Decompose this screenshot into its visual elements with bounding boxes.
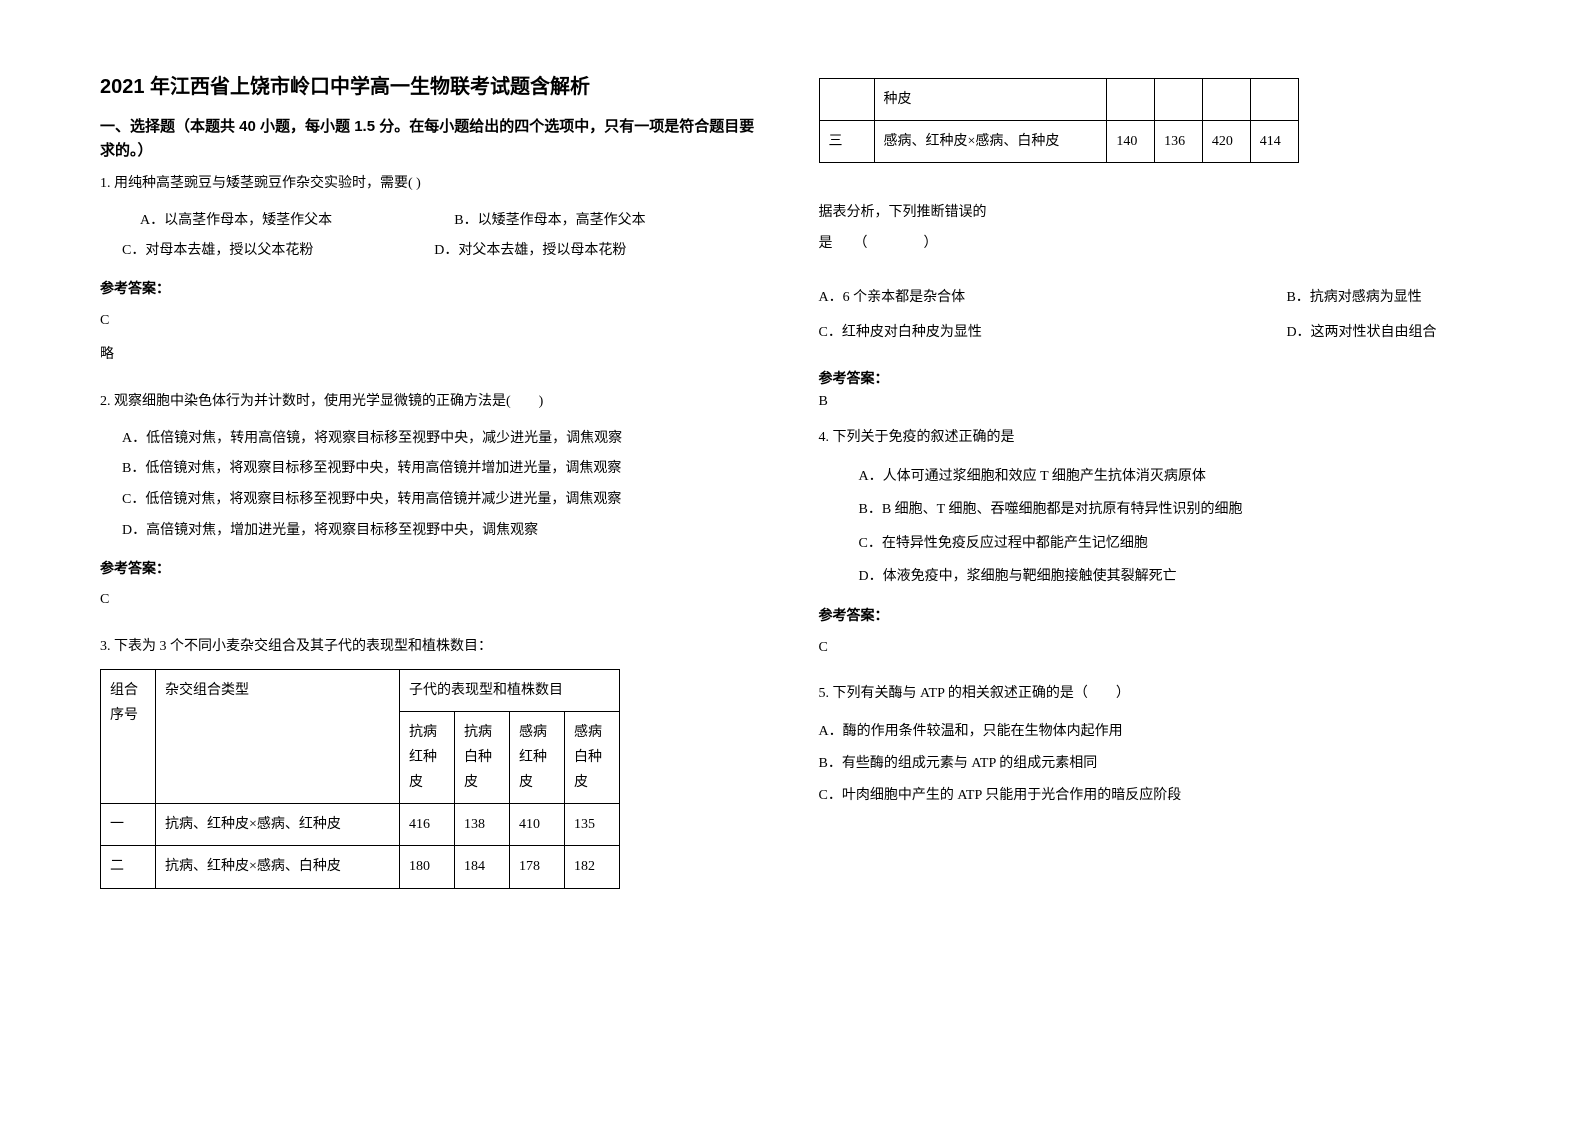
- data-table-right: 种皮 三 感病、红种皮×感病、白种皮 140 136 420 414: [819, 78, 1299, 163]
- cell: 182: [565, 846, 620, 888]
- cell-label: 抗病: [464, 725, 492, 740]
- header-label: 序号: [110, 708, 138, 723]
- cell-label: 感病: [519, 725, 547, 740]
- option-c: C．在特异性免疫反应过程中都能产生记忆细胞: [859, 527, 1488, 561]
- question-1: 1. 用纯种高茎豌豆与矮茎豌豆作杂交实验时，需要( ) A．以高茎作母本，矮茎作…: [100, 171, 769, 377]
- option-d: D．对父本去雄，授以母本花粉: [434, 236, 768, 267]
- cell: 抗病、红种皮×感病、红种皮: [156, 804, 400, 846]
- option-a: A．低倍镜对焦，转用高倍镜，将观察目标移至视野中央，减少进光量，调焦观察: [122, 424, 769, 455]
- prompt-line: 据表分析，下列推断错误的: [819, 198, 1488, 229]
- right-column: 种皮 三 感病、红种皮×感病、白种皮 140 136 420 414 据表分析，…: [819, 70, 1488, 1082]
- cell: 140: [1107, 121, 1155, 163]
- option-a: A．酶的作用条件较温和，只能在生物体内起作用: [819, 716, 1488, 748]
- cell: 138: [455, 804, 510, 846]
- header-crosstype: 杂交组合类型: [156, 669, 400, 804]
- cell: 感病、红种皮×感病、白种皮: [874, 121, 1107, 163]
- question-options: A．低倍镜对焦，转用高倍镜，将观察目标移至视野中央，减少进光量，调焦观察 B．低…: [122, 424, 769, 547]
- cell-label: 红种皮: [519, 750, 547, 790]
- question-options: A．酶的作用条件较温和，只能在生物体内起作用 B．有些酶的组成元素与 ATP 的…: [819, 716, 1488, 813]
- subheader: 感病 白种皮: [565, 711, 620, 804]
- option-d: D．体液免疫中，浆细胞与靶细胞接触使其裂解死亡: [859, 560, 1488, 594]
- cell-label: 白种皮: [574, 750, 602, 790]
- subheader: 感病 红种皮: [510, 711, 565, 804]
- option-b: B．抗病对感病为显性: [1286, 280, 1487, 315]
- table-header-row: 组合 序号 杂交组合类型 子代的表现型和植株数目: [101, 669, 620, 711]
- answer-value: B: [819, 394, 1488, 410]
- question-options-row2: C．对母本去雄，授以父本花粉 D．对父本去雄，授以母本花粉: [100, 236, 769, 267]
- cell: [1202, 79, 1250, 121]
- cell-label: 感病: [574, 725, 602, 740]
- section-header: 一、选择题（本题共 40 小题，每小题 1.5 分。在每小题给出的四个选项中，只…: [100, 115, 769, 163]
- question-text: 4. 下列关于免疫的叙述正确的是: [819, 425, 1488, 452]
- table-row: 种皮: [819, 79, 1298, 121]
- question-text: 5. 下列有关酶与 ATP 的相关叙述正确的是（ ）: [819, 681, 1488, 708]
- cell: 三: [819, 121, 874, 163]
- option-c: C．低倍镜对焦，将观察目标移至视野中央，转用高倍镜并减少进光量，调焦观察: [122, 485, 769, 516]
- cell: [1250, 79, 1298, 121]
- option-a: A．以高茎作母本，矮茎作父本: [140, 206, 454, 237]
- option-b: B．B 细胞、T 细胞、吞噬细胞都是对抗原有特异性识别的细胞: [859, 493, 1488, 527]
- cell: 136: [1155, 121, 1203, 163]
- cell: 180: [400, 846, 455, 888]
- header-label: 组合: [110, 683, 138, 698]
- option-c: C．叶肉细胞中产生的 ATP 只能用于光合作用的暗反应阶段: [819, 780, 1488, 812]
- cell: [1155, 79, 1203, 121]
- cell: 416: [400, 804, 455, 846]
- header-combo: 组合 序号: [101, 669, 156, 804]
- option-a: A．6 个亲本都是杂合体: [819, 280, 1287, 315]
- answer-value: C: [100, 308, 769, 335]
- cell: 一: [101, 804, 156, 846]
- table-row: 一 抗病、红种皮×感病、红种皮 416 138 410 135: [101, 804, 620, 846]
- subheader: 抗病 红种皮: [400, 711, 455, 804]
- answer-label: 参考答案：: [819, 368, 1488, 388]
- table-row: 三 感病、红种皮×感病、白种皮 140 136 420 414: [819, 121, 1298, 163]
- analysis-prompt: 据表分析，下列推断错误的 是 （ ）: [819, 198, 1488, 260]
- question-text: 1. 用纯种高茎豌豆与矮茎豌豆作杂交实验时，需要( ): [100, 171, 769, 198]
- option-b: B．以矮茎作母本，高茎作父本: [454, 206, 768, 237]
- left-column: 2021 年江西省上饶市岭口中学高一生物联考试题含解析 一、选择题（本题共 40…: [100, 70, 769, 1082]
- prompt-line: 是 （ ）: [819, 229, 1488, 260]
- answer-note: 略: [100, 342, 769, 369]
- question-2: 2. 观察细胞中染色体行为并计数时，使用光学显微镜的正确方法是( ) A．低倍镜…: [100, 389, 769, 622]
- cell: 二: [101, 846, 156, 888]
- cell: 410: [510, 804, 565, 846]
- cell: 种皮: [874, 79, 1107, 121]
- cell: [1107, 79, 1155, 121]
- answer-label: 参考答案：: [100, 555, 769, 582]
- question-3-options: A．6 个亲本都是杂合体 B．抗病对感病为显性 C．红种皮对白种皮为显性 D．这…: [819, 280, 1488, 350]
- option-d: D．这两对性状自由组合: [1286, 315, 1487, 350]
- cell: 抗病、红种皮×感病、白种皮: [156, 846, 400, 888]
- cell: 414: [1250, 121, 1298, 163]
- question-text: 2. 观察细胞中染色体行为并计数时，使用光学显微镜的正确方法是( ): [100, 389, 769, 416]
- question-5: 5. 下列有关酶与 ATP 的相关叙述正确的是（ ） A．酶的作用条件较温和，只…: [819, 681, 1488, 812]
- option-c: C．对母本去雄，授以父本花粉: [100, 236, 434, 267]
- cell: [819, 79, 874, 121]
- cell: 178: [510, 846, 565, 888]
- answer-label: 参考答案：: [100, 275, 769, 302]
- answer-value: C: [100, 587, 769, 614]
- option-c: C．红种皮对白种皮为显性: [819, 315, 1287, 350]
- option-b: B．有些酶的组成元素与 ATP 的组成元素相同: [819, 748, 1488, 780]
- cell: 420: [1202, 121, 1250, 163]
- cell-label: 红种皮: [409, 750, 437, 790]
- answer-value: C: [819, 635, 1488, 662]
- question-text: 3. 下表为 3 个不同小麦杂交组合及其子代的表现型和植株数目：: [100, 634, 769, 661]
- page-title: 2021 年江西省上饶市岭口中学高一生物联考试题含解析: [100, 70, 769, 99]
- option-b: B．低倍镜对焦，将观察目标移至视野中央，转用高倍镜并增加进光量，调焦观察: [122, 454, 769, 485]
- question-options: A．人体可通过浆细胞和效应 T 细胞产生抗体消灭病原体 B．B 细胞、T 细胞、…: [859, 460, 1488, 594]
- table-row: 二 抗病、红种皮×感病、白种皮 180 184 178 182: [101, 846, 620, 888]
- cell-label: 抗病: [409, 725, 437, 740]
- cell: 135: [565, 804, 620, 846]
- question-3: 3. 下表为 3 个不同小麦杂交组合及其子代的表现型和植株数目： 组合 序号 杂…: [100, 634, 769, 904]
- cell: 184: [455, 846, 510, 888]
- subheader: 抗病 白种皮: [455, 711, 510, 804]
- data-table-left: 组合 序号 杂交组合类型 子代的表现型和植株数目 抗病 红种皮 抗病 白种皮 感…: [100, 669, 620, 889]
- option-d: D．高倍镜对焦，增加进光量，将观察目标移至视野中央，调焦观察: [122, 516, 769, 547]
- answer-label: 参考答案：: [819, 602, 1488, 629]
- header-offspring: 子代的表现型和植株数目: [400, 669, 620, 711]
- option-a: A．人体可通过浆细胞和效应 T 细胞产生抗体消灭病原体: [859, 460, 1488, 494]
- question-4: 4. 下列关于免疫的叙述正确的是 A．人体可通过浆细胞和效应 T 细胞产生抗体消…: [819, 425, 1488, 669]
- question-options: A．以高茎作母本，矮茎作父本 B．以矮茎作母本，高茎作父本: [140, 206, 769, 237]
- cell-label: 白种皮: [464, 750, 492, 790]
